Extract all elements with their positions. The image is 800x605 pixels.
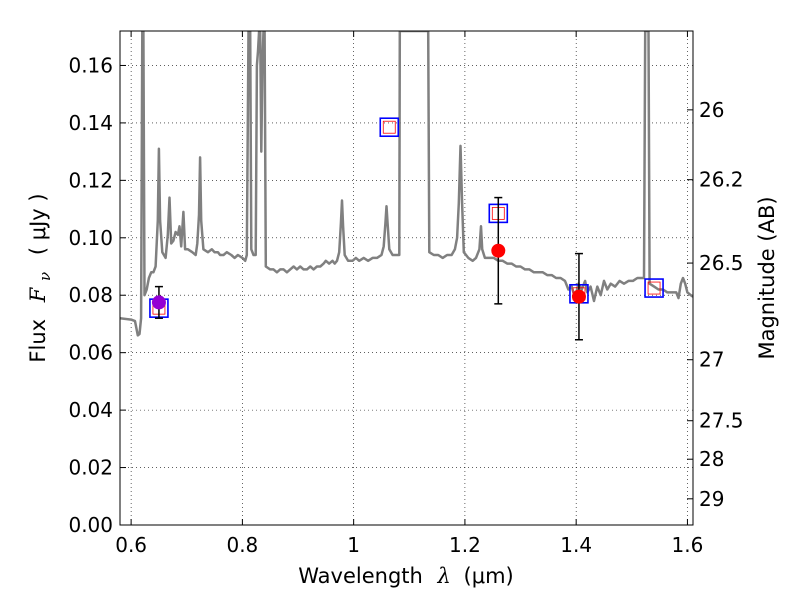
y-axis-label-subscript: ν: [36, 272, 54, 281]
x-axis-label-unit: (μm): [464, 564, 514, 588]
y-tick-label: 0.00: [68, 513, 113, 537]
model-square: [379, 117, 400, 138]
x-tick-label: 1: [347, 533, 360, 557]
y-tick-label: 0.14: [68, 111, 113, 135]
y-tick-label: 0.10: [68, 226, 113, 250]
right-tick-label: 27: [699, 348, 724, 372]
y-tick-label: 0.04: [68, 398, 113, 422]
y-axis-label-symbol: F: [26, 286, 50, 303]
x-axis-label-text: Wavelength: [298, 564, 423, 588]
y-axis-label-text: Flux: [26, 319, 50, 363]
x-tick-label: 1.4: [560, 533, 592, 557]
right-axis-label: Magnitude (AB): [755, 196, 779, 359]
y-axis-label-unit: ( μJy ): [26, 193, 50, 255]
x-tick-label: 0.6: [115, 533, 147, 557]
axes: 0.6 0.8 1 1.2 1.4 1.6 0.00 0.02 0.04 0.06 0.08 0.10…: [68, 31, 744, 557]
y-tick-label: 0.08: [68, 283, 113, 307]
x-tick-label: 0.8: [226, 533, 258, 557]
right-tick-label: 27.5: [699, 409, 744, 433]
data-layer: [120, 31, 693, 341]
right-tick-label: 28: [699, 447, 724, 471]
observed-point: [151, 295, 166, 310]
x-axis-label: Wavelength λ (μm): [298, 564, 513, 588]
y-axis-label: Flux F ν ( μJy ): [26, 193, 55, 362]
model-square: [644, 278, 664, 298]
x-tick-label: 1.2: [449, 533, 481, 557]
model-square-inner: [382, 120, 396, 134]
plot-frame: [119, 30, 694, 526]
x-tick-label: 1.6: [672, 533, 704, 557]
right-tick-label: 26.5: [699, 251, 744, 275]
y-tick-label: 0.12: [68, 168, 113, 192]
x-axis-label-symbol: λ: [437, 564, 451, 588]
y-tick-label: 0.06: [68, 341, 113, 365]
y-tick-label: 0.16: [68, 53, 113, 77]
right-tick-label: 26: [699, 98, 724, 122]
observed-point: [491, 243, 506, 258]
model-square-inner: [647, 281, 661, 295]
right-tick-label: 26.2: [699, 168, 744, 192]
right-tick-label: 29: [699, 487, 724, 511]
observed-point: [571, 289, 586, 304]
y-tick-label: 0.02: [68, 456, 113, 480]
